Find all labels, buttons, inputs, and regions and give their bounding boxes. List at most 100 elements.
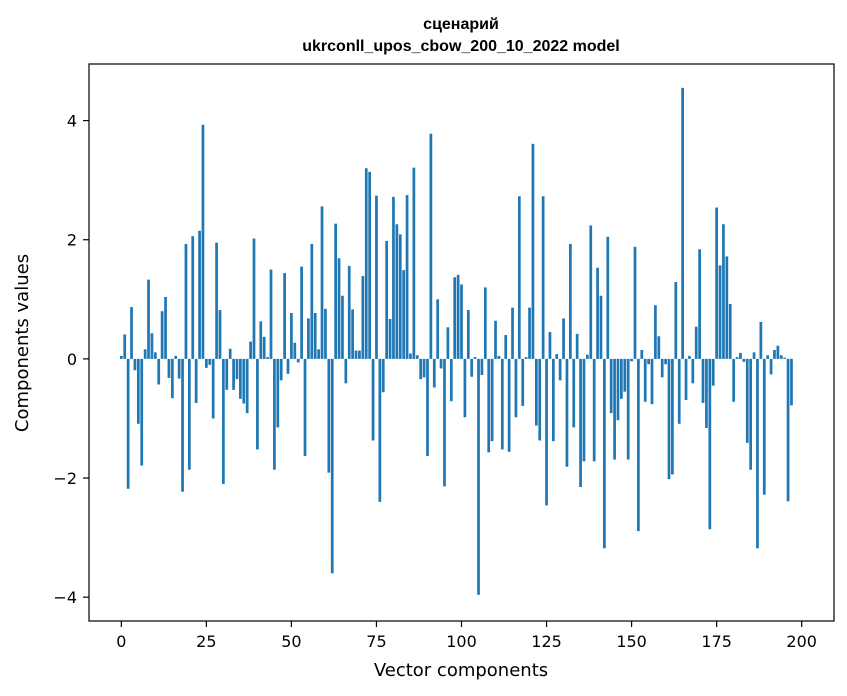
bar-component-82 — [398, 234, 402, 359]
bar-component-75 — [375, 195, 378, 359]
bar-component-43 — [266, 357, 269, 359]
bar-component-111 — [497, 355, 501, 359]
bar-component-130 — [562, 318, 565, 359]
bar-component-188 — [759, 321, 763, 359]
bar-component-51 — [293, 342, 297, 359]
bar-component-167 — [688, 355, 691, 359]
x-tick-label: 0 — [116, 632, 126, 651]
bar-component-135 — [579, 358, 582, 487]
bar-component-172 — [705, 358, 708, 428]
bar-component-59 — [320, 206, 324, 359]
bar-component-143 — [606, 236, 610, 359]
bar-component-61 — [327, 358, 331, 473]
chart-title-line-2: ukrconll_upos_cbow_200_10_2022 model — [302, 38, 619, 55]
bar-component-163 — [674, 282, 678, 359]
bar-component-116 — [514, 358, 518, 418]
bar-component-83 — [402, 270, 406, 359]
bar-component-160 — [664, 358, 667, 365]
bar-component-141 — [599, 295, 603, 359]
bar-component-113 — [504, 335, 508, 359]
bar-component-155 — [647, 358, 650, 365]
bar-component-185 — [749, 358, 753, 470]
bar-component-71 — [361, 276, 365, 359]
bar-component-176 — [718, 265, 722, 359]
bar-component-121 — [531, 143, 535, 359]
bar-component-132 — [569, 243, 572, 359]
bar-component-39 — [252, 238, 256, 359]
bar-component-147 — [620, 358, 623, 399]
bar-component-64 — [337, 258, 341, 359]
bar-component-44 — [269, 269, 273, 359]
bar-component-89 — [422, 358, 426, 378]
bar-component-1 — [123, 334, 127, 359]
bar-component-139 — [592, 358, 596, 462]
bar-component-182 — [739, 352, 742, 359]
bar-component-195 — [783, 357, 787, 359]
bar-component-134 — [575, 333, 579, 359]
bar-component-76 — [378, 358, 382, 502]
x-tick-label: 200 — [786, 632, 817, 651]
bar-component-183 — [742, 358, 746, 362]
bar-component-118 — [521, 358, 525, 406]
bar-component-189 — [762, 358, 766, 495]
bar-component-125 — [545, 358, 548, 506]
bar-component-21 — [191, 236, 195, 359]
bar-component-127 — [551, 358, 555, 442]
bar-component-98 — [453, 277, 457, 359]
bar-component-192 — [773, 349, 776, 359]
y-tick-label: −2 — [53, 469, 77, 488]
bar-component-187 — [756, 358, 759, 549]
bar-component-72 — [364, 168, 368, 359]
chart-title-line-1: сценарий — [423, 16, 499, 33]
bar-component-29 — [218, 310, 222, 359]
bar-component-46 — [276, 358, 280, 428]
bar-component-41 — [259, 321, 263, 359]
bar-component-107 — [483, 287, 487, 359]
bar-component-30 — [222, 358, 225, 484]
x-tick-label: 75 — [366, 632, 386, 651]
bar-component-149 — [626, 358, 630, 460]
y-tick-label: −4 — [53, 588, 77, 607]
bar-component-36 — [242, 358, 246, 404]
bar-component-77 — [381, 358, 385, 393]
bar-component-181 — [735, 357, 739, 359]
bar-component-24 — [201, 124, 205, 359]
bar-component-33 — [232, 358, 235, 390]
bar-component-144 — [609, 358, 613, 414]
bar-component-112 — [500, 358, 504, 450]
bar-component-173 — [708, 358, 712, 530]
bar-component-161 — [667, 358, 671, 480]
bar-component-186 — [752, 352, 756, 359]
bar-component-104 — [473, 357, 477, 359]
bar-component-3 — [130, 307, 133, 359]
bar-component-193 — [776, 345, 780, 359]
y-axis-label: Components values — [12, 254, 33, 432]
bar-component-8 — [147, 279, 150, 359]
bar-component-42 — [262, 336, 266, 359]
bars-group — [119, 87, 793, 595]
bar-component-12 — [160, 311, 164, 359]
bar-component-85 — [409, 353, 412, 359]
bar-component-136 — [582, 358, 586, 462]
bar-component-171 — [701, 358, 705, 403]
bar-component-124 — [541, 196, 545, 359]
bar-component-9 — [150, 333, 154, 359]
bar-component-17 — [177, 358, 181, 379]
bar-component-103 — [470, 358, 474, 377]
bar-component-157 — [654, 305, 657, 359]
bar-component-151 — [633, 246, 637, 359]
bar-component-142 — [603, 358, 606, 549]
bar-component-78 — [385, 240, 389, 359]
bar-component-159 — [660, 358, 664, 378]
bar-component-126 — [548, 332, 552, 359]
bar-component-6 — [140, 358, 144, 466]
bar-component-162 — [671, 358, 674, 475]
y-tick-label: 2 — [67, 231, 77, 250]
bar-component-13 — [164, 296, 167, 359]
bar-component-81 — [395, 224, 399, 359]
bar-component-99 — [456, 274, 460, 359]
bar-component-94 — [439, 358, 443, 369]
bar-component-108 — [487, 358, 491, 453]
bar-component-114 — [507, 358, 511, 452]
bar-component-179 — [728, 304, 732, 359]
